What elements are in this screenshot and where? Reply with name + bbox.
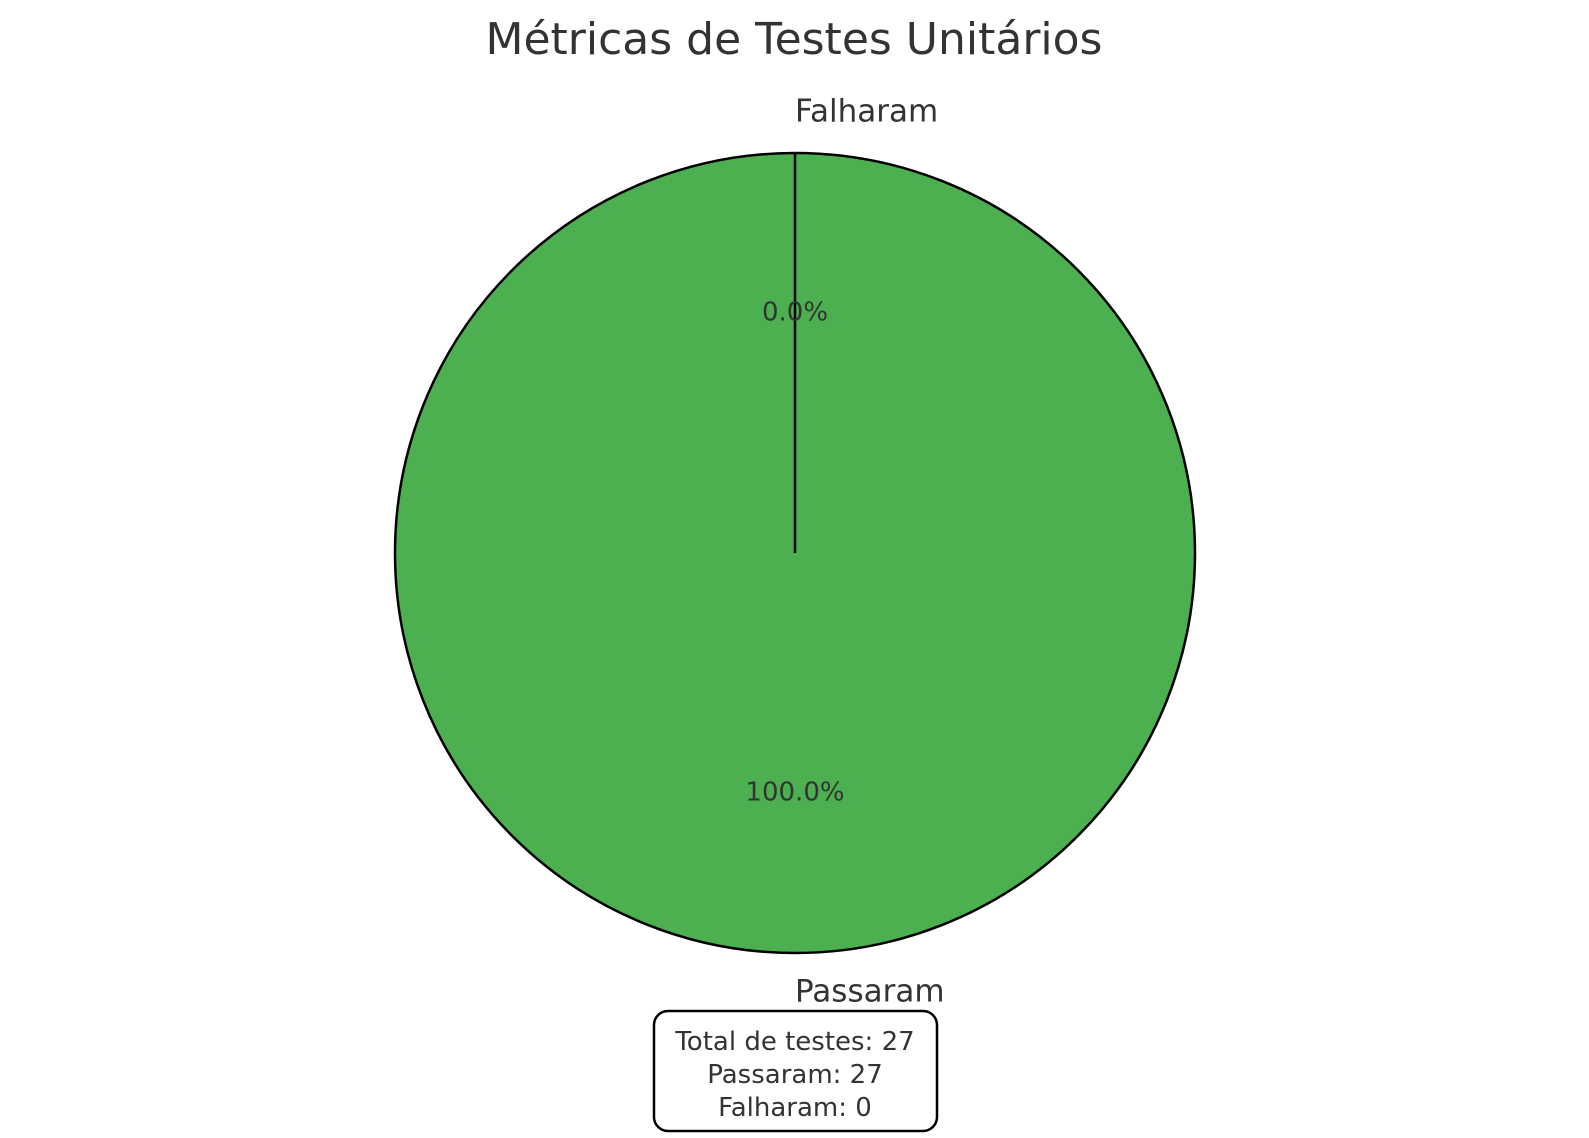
slice-percent-passaram: 100.0%: [745, 778, 844, 808]
summary-total: Total de testes: 27: [674, 1027, 914, 1057]
slice-label-passaram: Passaram: [795, 974, 945, 1010]
slice-label-falharam: Falharam: [795, 94, 938, 130]
summary-box: Total de testes: 27 Passaram: 27 Falhara…: [652, 1009, 939, 1133]
summary-passed: Passaram: 27: [707, 1060, 883, 1090]
summary-box-frame: [652, 1009, 939, 1133]
pie-slices: [393, 151, 1197, 955]
pie-labels: Passaram 100.0% Falharam 0.0%: [745, 94, 944, 1010]
chart-title: Métricas de Testes Unitários: [486, 14, 1103, 65]
slice-percent-falharam: 0.0%: [762, 298, 828, 328]
summary-failed: Falharam: 0: [718, 1093, 872, 1123]
